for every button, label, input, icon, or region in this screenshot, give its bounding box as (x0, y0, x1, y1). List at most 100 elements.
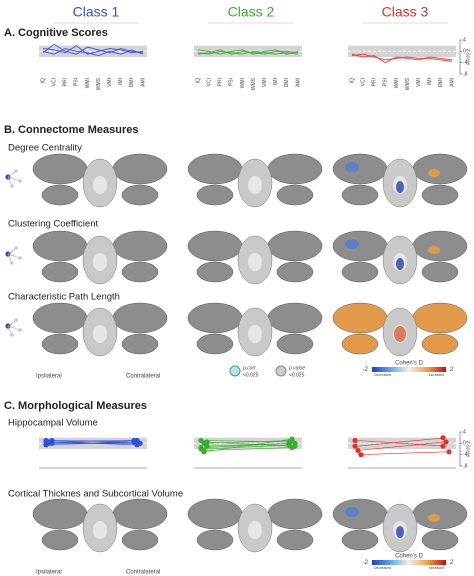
x-tick-label: WMS (96, 77, 102, 90)
brain (332, 302, 388, 334)
y-tick-label: 0 (463, 441, 466, 447)
point (289, 444, 295, 451)
x-tick-label: AMI (140, 78, 146, 87)
side-label: Contralateral (126, 374, 160, 380)
effect-patch (345, 507, 359, 517)
point (137, 440, 143, 446)
row-title: Characteristic Path Length (8, 292, 120, 303)
brain (412, 302, 468, 334)
effect-patch (345, 239, 359, 249)
colorbar-high: Increased (429, 566, 444, 570)
x-tick-label: VCI (51, 78, 57, 86)
pair-line (203, 441, 293, 447)
icon-node (10, 333, 14, 337)
brain (112, 153, 168, 185)
brain (276, 184, 314, 206)
x-tick-label: AMI (449, 78, 455, 87)
brain (421, 261, 459, 283)
brain (187, 230, 243, 262)
legend-swatch (229, 365, 241, 377)
colorbar-title: Cohen's D (395, 554, 423, 560)
pair-line (357, 441, 447, 451)
colorbar-low: Decreased (374, 373, 391, 377)
brain (196, 333, 234, 355)
score-line (351, 53, 453, 62)
brain (41, 529, 79, 551)
x-tick-label: IQ (195, 78, 201, 83)
brain (32, 230, 88, 262)
x-tick-label: PRI (372, 78, 378, 86)
point (440, 435, 446, 441)
point (443, 439, 449, 445)
brain (41, 184, 79, 206)
side-label: Ipsilateral (36, 374, 62, 380)
legend-threshold: <0.025 (289, 372, 305, 378)
section-title: C. Morphological Measures (4, 400, 147, 412)
brain (267, 153, 323, 185)
brain (341, 261, 379, 283)
row-title: Cortical Thicknes and Subcortical Volume (8, 489, 183, 500)
brain (276, 529, 314, 551)
normal-band (348, 45, 456, 57)
brain (421, 184, 459, 206)
pair-line (203, 443, 293, 448)
icon-node (10, 261, 14, 265)
y-tick-label: 4 (463, 37, 466, 43)
brain-slice-core (93, 325, 107, 343)
y-tick-label: -4 (463, 452, 468, 458)
section-title: B. Connectome Measures (4, 124, 138, 136)
brain (341, 333, 379, 355)
side-label: Contralateral (126, 570, 160, 576)
brain (332, 153, 388, 185)
score-line (197, 49, 299, 55)
x-tick-label: PRI (63, 78, 69, 86)
x-tick-label: DMI (129, 78, 135, 87)
brain (196, 184, 234, 206)
point (358, 452, 364, 458)
x-tick-label: VMI (107, 78, 113, 87)
point (286, 440, 292, 446)
icon-edge (7, 253, 21, 259)
brain (341, 529, 379, 551)
brain (332, 230, 388, 262)
icon-node (18, 256, 22, 260)
brain-slice-core (248, 253, 262, 271)
class-title: Class 2 (228, 4, 275, 20)
class-title: Class 1 (73, 4, 120, 20)
colorbar-title: Cohen's D (395, 361, 423, 367)
icon-node (14, 246, 18, 250)
point (355, 447, 361, 454)
icon-edge (7, 325, 21, 331)
brain (267, 498, 323, 530)
x-tick-label: IMI (118, 78, 124, 85)
brain (276, 261, 314, 283)
pair-line (203, 440, 293, 443)
brain (121, 529, 159, 551)
x-tick-label: PSI (383, 78, 389, 86)
point (440, 443, 446, 449)
brain (421, 333, 459, 355)
point (289, 436, 295, 442)
brain (32, 153, 88, 185)
colorbar-tick: 2 (450, 560, 454, 566)
x-tick-label: VMI (416, 78, 422, 87)
y-tick-label: -4 (463, 60, 468, 66)
x-tick-label: WMI (394, 78, 400, 88)
effect-patch (428, 514, 440, 522)
brain-slice-core (93, 253, 107, 271)
point (43, 437, 49, 444)
x-tick-label: WMI (240, 78, 246, 88)
brain-slice-core (248, 325, 262, 343)
icon-node (10, 184, 14, 188)
x-tick-label: IMI (273, 78, 279, 85)
brain (121, 184, 159, 206)
x-tick-label: WMS (251, 77, 257, 90)
x-tick-label: AMI (295, 78, 301, 87)
brain (41, 261, 79, 283)
axis-label: z-score (465, 49, 471, 66)
x-tick-label: DMI (284, 78, 290, 87)
colorbar-high: Increased (429, 373, 444, 377)
y-tick-label: -8 (463, 71, 468, 77)
x-tick-label: VCI (206, 78, 212, 86)
